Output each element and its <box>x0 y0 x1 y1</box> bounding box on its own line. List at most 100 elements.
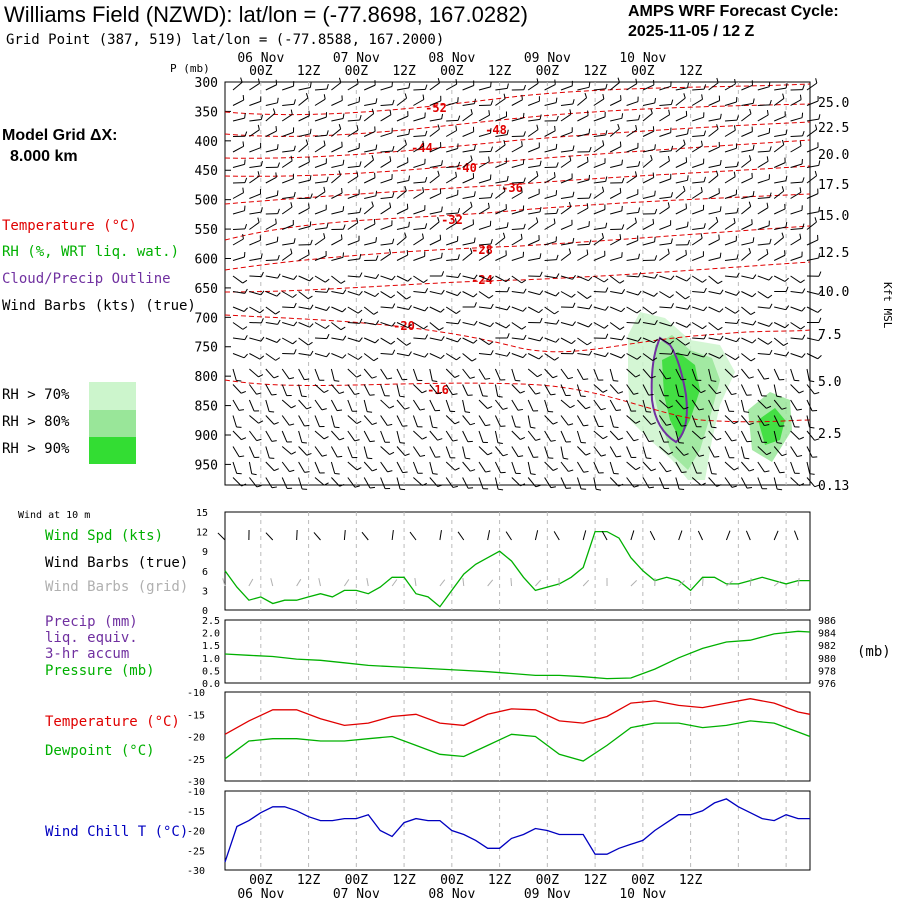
wind-barb <box>265 384 277 396</box>
pressure-unit: (mb) <box>857 644 891 660</box>
wind-barb <box>462 446 471 460</box>
wind-barb <box>626 446 637 459</box>
wind-barb <box>495 157 507 168</box>
wind-barb <box>560 461 574 472</box>
surface-barb <box>534 530 539 541</box>
wind-barb <box>593 93 605 106</box>
wind-barb <box>544 384 556 396</box>
wind-barb <box>642 477 655 489</box>
wind-barb <box>577 203 589 215</box>
wind-barb <box>494 461 506 474</box>
wind-barb <box>298 415 310 427</box>
wind-barb <box>396 232 407 246</box>
wind-barb <box>429 217 440 230</box>
wind-barb <box>429 430 443 441</box>
wind-barb <box>265 273 281 279</box>
wind-barb <box>511 177 526 184</box>
wind-barb <box>544 306 559 315</box>
wind-barb <box>413 275 428 283</box>
wind-barb <box>281 291 297 298</box>
wind-barb <box>560 173 573 184</box>
top-hour-label: 12Z <box>679 64 703 79</box>
wind-barb <box>724 291 740 296</box>
wind-barb <box>757 399 772 409</box>
wind-barb <box>429 252 443 261</box>
wind-barb <box>281 109 293 122</box>
wind-barb <box>692 204 705 215</box>
precip-tick-label: 0.0 <box>202 679 220 690</box>
wind-barb <box>380 109 392 122</box>
wind-barb <box>413 187 425 199</box>
wind-barb <box>249 306 265 314</box>
wind-barb <box>691 322 707 330</box>
wind-barb <box>380 127 393 137</box>
wind-barb <box>396 275 412 282</box>
wind-barb <box>773 232 785 246</box>
wind-barb <box>380 349 396 355</box>
wind-barb <box>806 290 822 295</box>
wind-barb <box>495 333 510 339</box>
legend-dewpoint: Dewpoint (°C) <box>45 743 155 759</box>
wind-barb <box>265 430 277 442</box>
wind-barb <box>232 141 245 153</box>
wind-barb <box>773 446 787 457</box>
wind-barb <box>659 220 672 230</box>
height-tick-label: 25.0 <box>818 96 849 111</box>
wind-barb <box>593 333 609 339</box>
wind-barb <box>380 337 396 345</box>
wind-barb <box>626 114 641 122</box>
wind-barb <box>528 253 542 261</box>
wind-barb <box>741 306 756 315</box>
wind-barb <box>413 322 428 330</box>
bottom-hour-label: 00Z <box>249 873 273 888</box>
wind-barb <box>282 238 296 246</box>
wind-barb <box>298 139 309 153</box>
wind-barb <box>741 461 755 472</box>
wind-barb <box>659 81 672 91</box>
wind-barb <box>527 415 536 429</box>
wind-barb <box>249 336 265 342</box>
wind-barb <box>462 430 473 443</box>
wind-barb <box>249 124 260 137</box>
wind-barb <box>495 139 506 153</box>
wind-barb <box>527 78 539 91</box>
legend-pressure: Pressure (mb) <box>45 663 155 679</box>
wind-barb <box>445 79 458 91</box>
wind-barb <box>527 461 536 476</box>
wind-barb <box>708 289 724 295</box>
wind-barb <box>413 84 428 91</box>
wind-barb <box>282 275 298 280</box>
wind-barb <box>577 110 589 122</box>
wind-barb <box>593 446 606 457</box>
wind-barb <box>691 368 702 381</box>
wind-barb <box>511 94 523 106</box>
wind-barb <box>380 275 396 281</box>
bottom-day-label: 08 Nov <box>428 887 475 900</box>
pressure-tick-label: 650 <box>195 282 218 297</box>
wind-barb <box>511 131 526 137</box>
chill-frame <box>224 790 811 871</box>
surface-grid-barb <box>439 579 446 587</box>
wind-barb <box>249 207 263 215</box>
wind-barb <box>265 162 280 168</box>
wind-barb <box>741 108 752 122</box>
wind-barb <box>281 155 293 168</box>
wind-barb <box>626 171 638 184</box>
wind-barb <box>724 399 735 412</box>
wind-barb <box>577 249 589 261</box>
top-hour-label: 00Z <box>440 64 464 79</box>
wind-barb <box>446 337 462 343</box>
wind-barb <box>724 337 740 343</box>
wind-barb <box>626 96 639 106</box>
wind-tick-label: 12 <box>196 528 208 539</box>
wind-barb <box>610 113 624 122</box>
wind-barb <box>298 157 310 168</box>
wind-barb <box>708 384 722 395</box>
wind-barb <box>757 99 772 106</box>
wind-barb <box>593 322 609 329</box>
wind-barb <box>773 415 785 427</box>
wind-barb <box>413 158 426 168</box>
wind-barb <box>249 253 263 261</box>
wind-barb <box>691 94 703 106</box>
wind-barb <box>478 415 491 427</box>
